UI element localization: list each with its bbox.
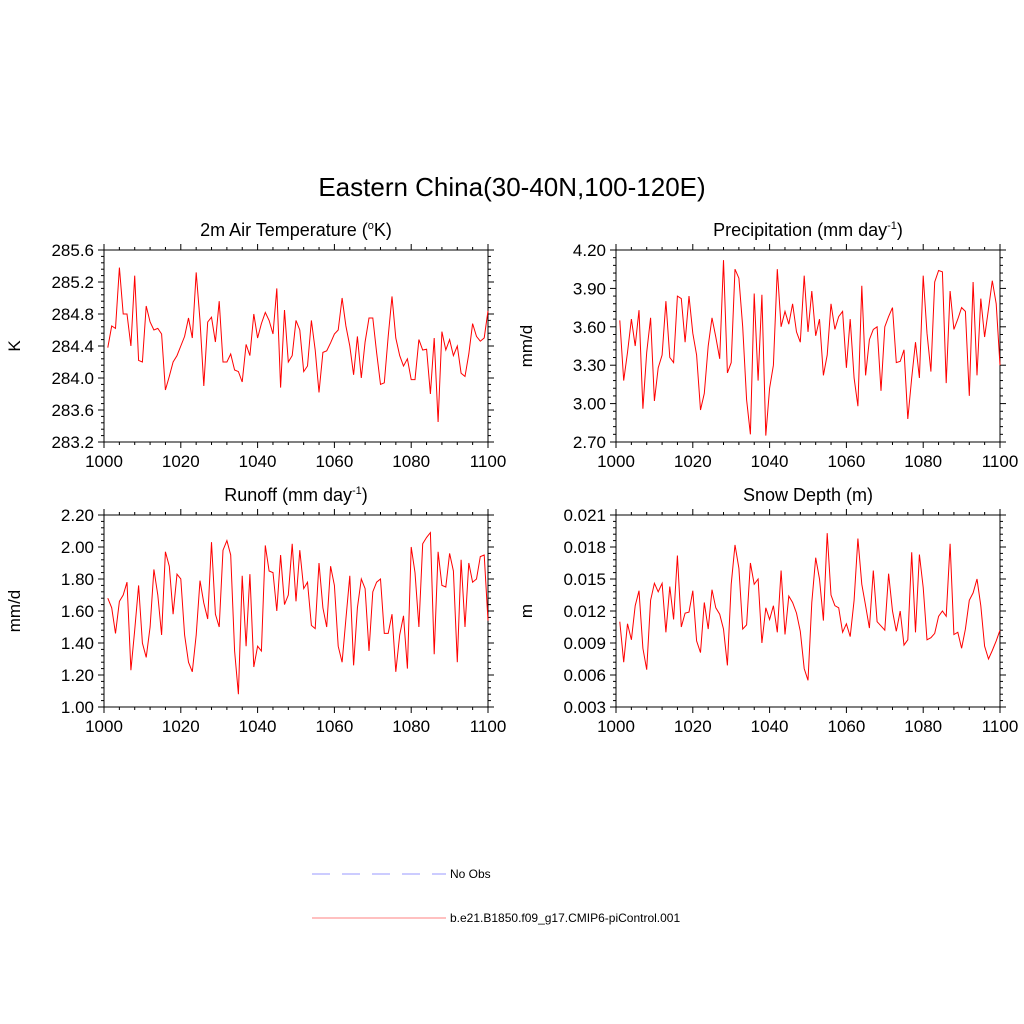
y-axis-label: m [517,604,536,618]
x-tick-label: 1020 [162,452,200,471]
x-tick-label: 1000 [85,452,123,471]
y-tick-label: 0.012 [563,602,606,621]
legend: No Obs b.e21.B1850.f09_g17.CMIP6-piContr… [312,867,680,925]
y-tick-label: 283.2 [51,433,94,452]
series-line [107,531,489,695]
y-tick-label: 0.006 [563,666,606,685]
y-tick-label: 0.015 [563,570,606,589]
y-tick-label: 0.003 [563,698,606,717]
panel-title: 2m Air Temperature (oK) [200,220,392,240]
plot-frame [103,249,489,443]
x-tick-label: 1020 [674,717,712,736]
panel-title: Runoff (mm day-1) [224,485,368,505]
y-tick-label: 3.30 [573,356,606,375]
y-tick-label: 3.00 [573,395,606,414]
panel-4: Snow Depth (m) m 0.003 0.006 0.009 0.012 0.015… [517,485,1018,736]
x-tick-label: 1040 [239,452,277,471]
series-line [619,260,1001,436]
x-tick-label: 1100 [982,717,1019,736]
legend-label-model: b.e21.B1850.f09_g17.CMIP6-piControl.001 [450,911,680,925]
y-tick-label: 4.20 [573,241,606,260]
y-tick-label: 1.20 [61,666,94,685]
x-tick-label: 1060 [315,717,353,736]
panel-1: 2m Air Temperature (oK) K 283.2 283.6 284.0 2… [5,220,506,471]
y-tick-label: 2.20 [61,506,94,525]
y-tick-label: 0.018 [563,538,606,557]
panel-2: Precipitation (mm day-1) mm/d 2.70 3.00 3.30… [517,220,1018,471]
plot-frame [615,249,1001,443]
y-tick-label: 284.8 [51,305,94,324]
x-tick-label: 1080 [392,717,430,736]
x-tick-label: 1060 [827,717,865,736]
panel-3: Runoff (mm day-1) mm/d 1.00 1.20 1.40 1.60 1.8… [5,485,506,736]
panel-title: Snow Depth (m) [743,485,873,505]
x-tick-label: 1100 [470,717,507,736]
x-tick-label: 1000 [597,717,635,736]
y-tick-label: 1.00 [61,698,94,717]
x-tick-label: 1100 [982,452,1019,471]
panel-title: Precipitation (mm day-1) [713,220,903,240]
y-tick-label: 285.6 [51,241,94,260]
y-tick-label: 1.80 [61,570,94,589]
y-tick-label: 1.40 [61,634,94,653]
panels-group: 2m Air Temperature (oK) K 283.2 283.6 284.0 2… [5,220,1018,736]
y-tick-label: 1.60 [61,602,94,621]
y-tick-label: 283.6 [51,401,94,420]
x-tick-label: 1000 [85,717,123,736]
y-tick-label: 285.2 [51,273,94,292]
y-tick-label: 2.70 [573,433,606,452]
x-tick-label: 1100 [470,452,507,471]
x-tick-label: 1060 [827,452,865,471]
x-tick-label: 1020 [674,452,712,471]
y-tick-label: 3.60 [573,318,606,337]
y-tick-label: 0.021 [563,506,606,525]
x-tick-label: 1080 [904,452,942,471]
x-tick-label: 1020 [162,717,200,736]
series-line [107,267,489,423]
x-tick-label: 1040 [751,717,789,736]
x-tick-label: 1080 [904,717,942,736]
legend-label-no-obs: No Obs [450,867,491,881]
y-tick-label: 284.4 [51,337,94,356]
y-axis-label: mm/d [517,325,536,368]
y-axis-label: K [5,340,24,352]
x-tick-label: 1080 [392,452,430,471]
figure-title: Eastern China(30-40N,100-120E) [318,172,705,202]
y-tick-label: 2.00 [61,538,94,557]
series-line [619,533,1001,681]
y-tick-label: 0.009 [563,634,606,653]
y-axis-label: mm/d [5,590,24,633]
x-tick-label: 1000 [597,452,635,471]
x-tick-label: 1040 [239,717,277,736]
y-tick-label: 284.0 [51,369,94,388]
y-tick-label: 3.90 [573,279,606,298]
x-tick-label: 1060 [315,452,353,471]
x-tick-label: 1040 [751,452,789,471]
